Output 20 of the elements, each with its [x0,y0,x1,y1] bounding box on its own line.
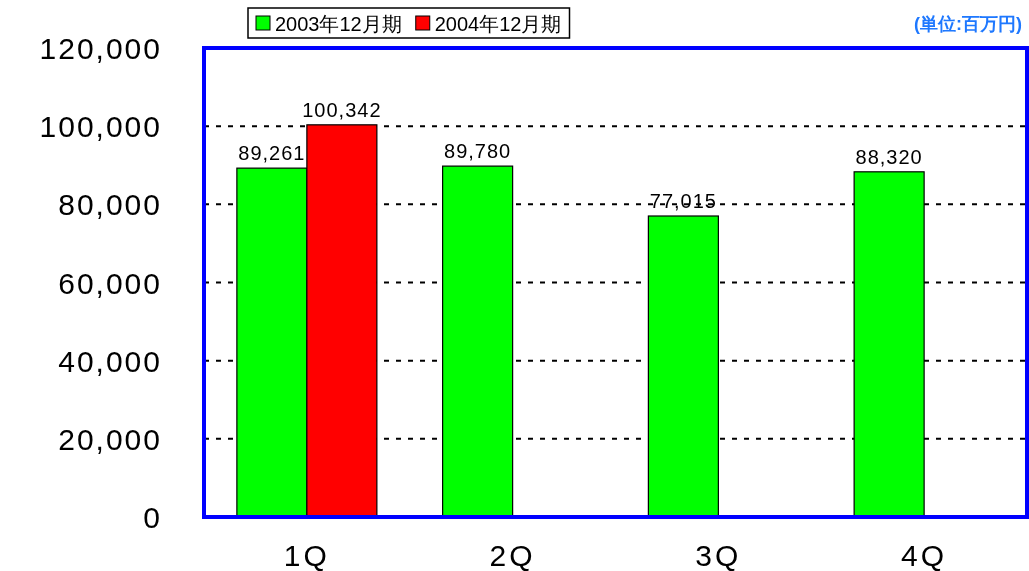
data-label: 89,780 [444,140,512,163]
x-tick-label: 4Q [901,539,948,571]
data-label: 89,261 [238,142,306,165]
x-tick-label: 1Q [283,539,330,571]
y-tick-label: 100,000 [39,110,162,144]
data-label: 88,320 [855,145,923,168]
text: (単位:百万円) [914,14,1022,34]
y-tick-label: 0 [143,501,162,534]
y-tick-label: 40,000 [58,344,162,378]
data-label: 77,015 [649,190,717,212]
y-tick-label: 20,000 [58,422,162,456]
legend-label: 2004年12月期 [434,13,562,35]
bar [442,165,514,518]
y-tick-label: 80,000 [58,188,162,222]
legend-label: 2003年12月期 [275,13,402,35]
x-tick-label: 2Q [489,539,536,571]
data-label: 100,342 [302,98,382,121]
y-tick-label: 120,000 [39,32,162,65]
x-tick-label: 3Q [695,539,742,571]
y-tick-label: 60,000 [58,266,162,300]
